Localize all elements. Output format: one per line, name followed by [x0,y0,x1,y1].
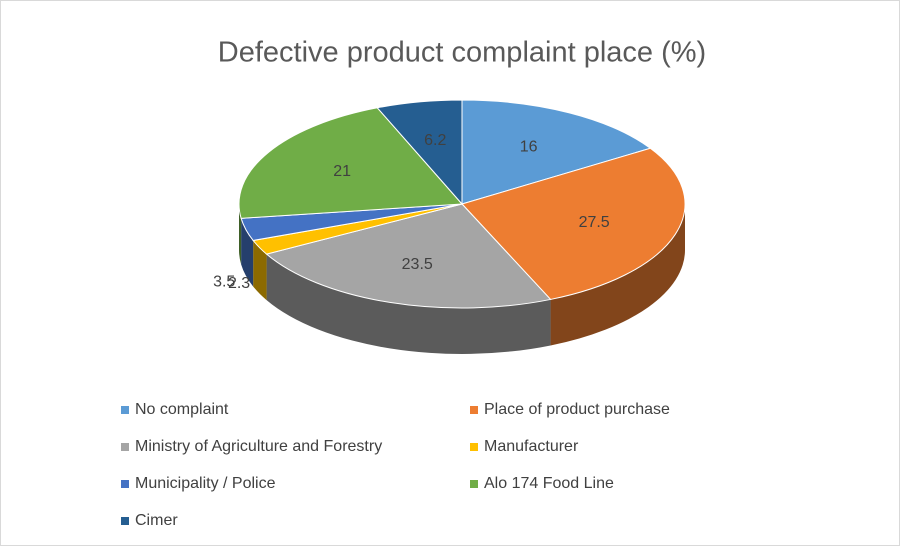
chart-title: Defective product complaint place (%) [218,37,706,69]
pie-slice-side [239,204,242,265]
pie-slice-side [253,240,267,301]
data-label: 2.3 [228,275,250,292]
pie-slice [265,203,552,309]
data-label: 3.5 [213,274,235,291]
legend-label: Place of product purchase [484,401,670,418]
pie-slice [461,99,652,205]
legend-swatch [121,406,129,414]
data-label: 16 [520,139,538,156]
data-label: 27.5 [579,214,610,231]
pie-slice-side [550,204,685,346]
legend-swatch [470,443,478,451]
legend-label: Cimer [135,512,178,529]
pie-slice-side [241,218,254,287]
pie-slice-side [266,254,551,354]
legend-swatch [121,480,129,488]
legend-label: Municipality / Police [135,475,276,492]
legend-label: Alo 174 Food Line [484,475,614,492]
pie-slice [376,99,463,206]
legend-swatch [121,443,129,451]
legend-label: Manufacturer [484,438,579,455]
pie-slice [238,107,464,219]
pie-slice [461,147,686,300]
legend-swatch [121,517,129,525]
data-label: 21 [333,163,351,180]
legend-label: No complaint [135,401,229,418]
data-label: 6.2 [424,132,446,149]
legend-swatch [470,406,478,414]
legend-swatch [470,480,478,488]
legend-label: Ministry of Agriculture and Forestry [135,438,382,455]
data-label: 23.5 [402,256,433,273]
